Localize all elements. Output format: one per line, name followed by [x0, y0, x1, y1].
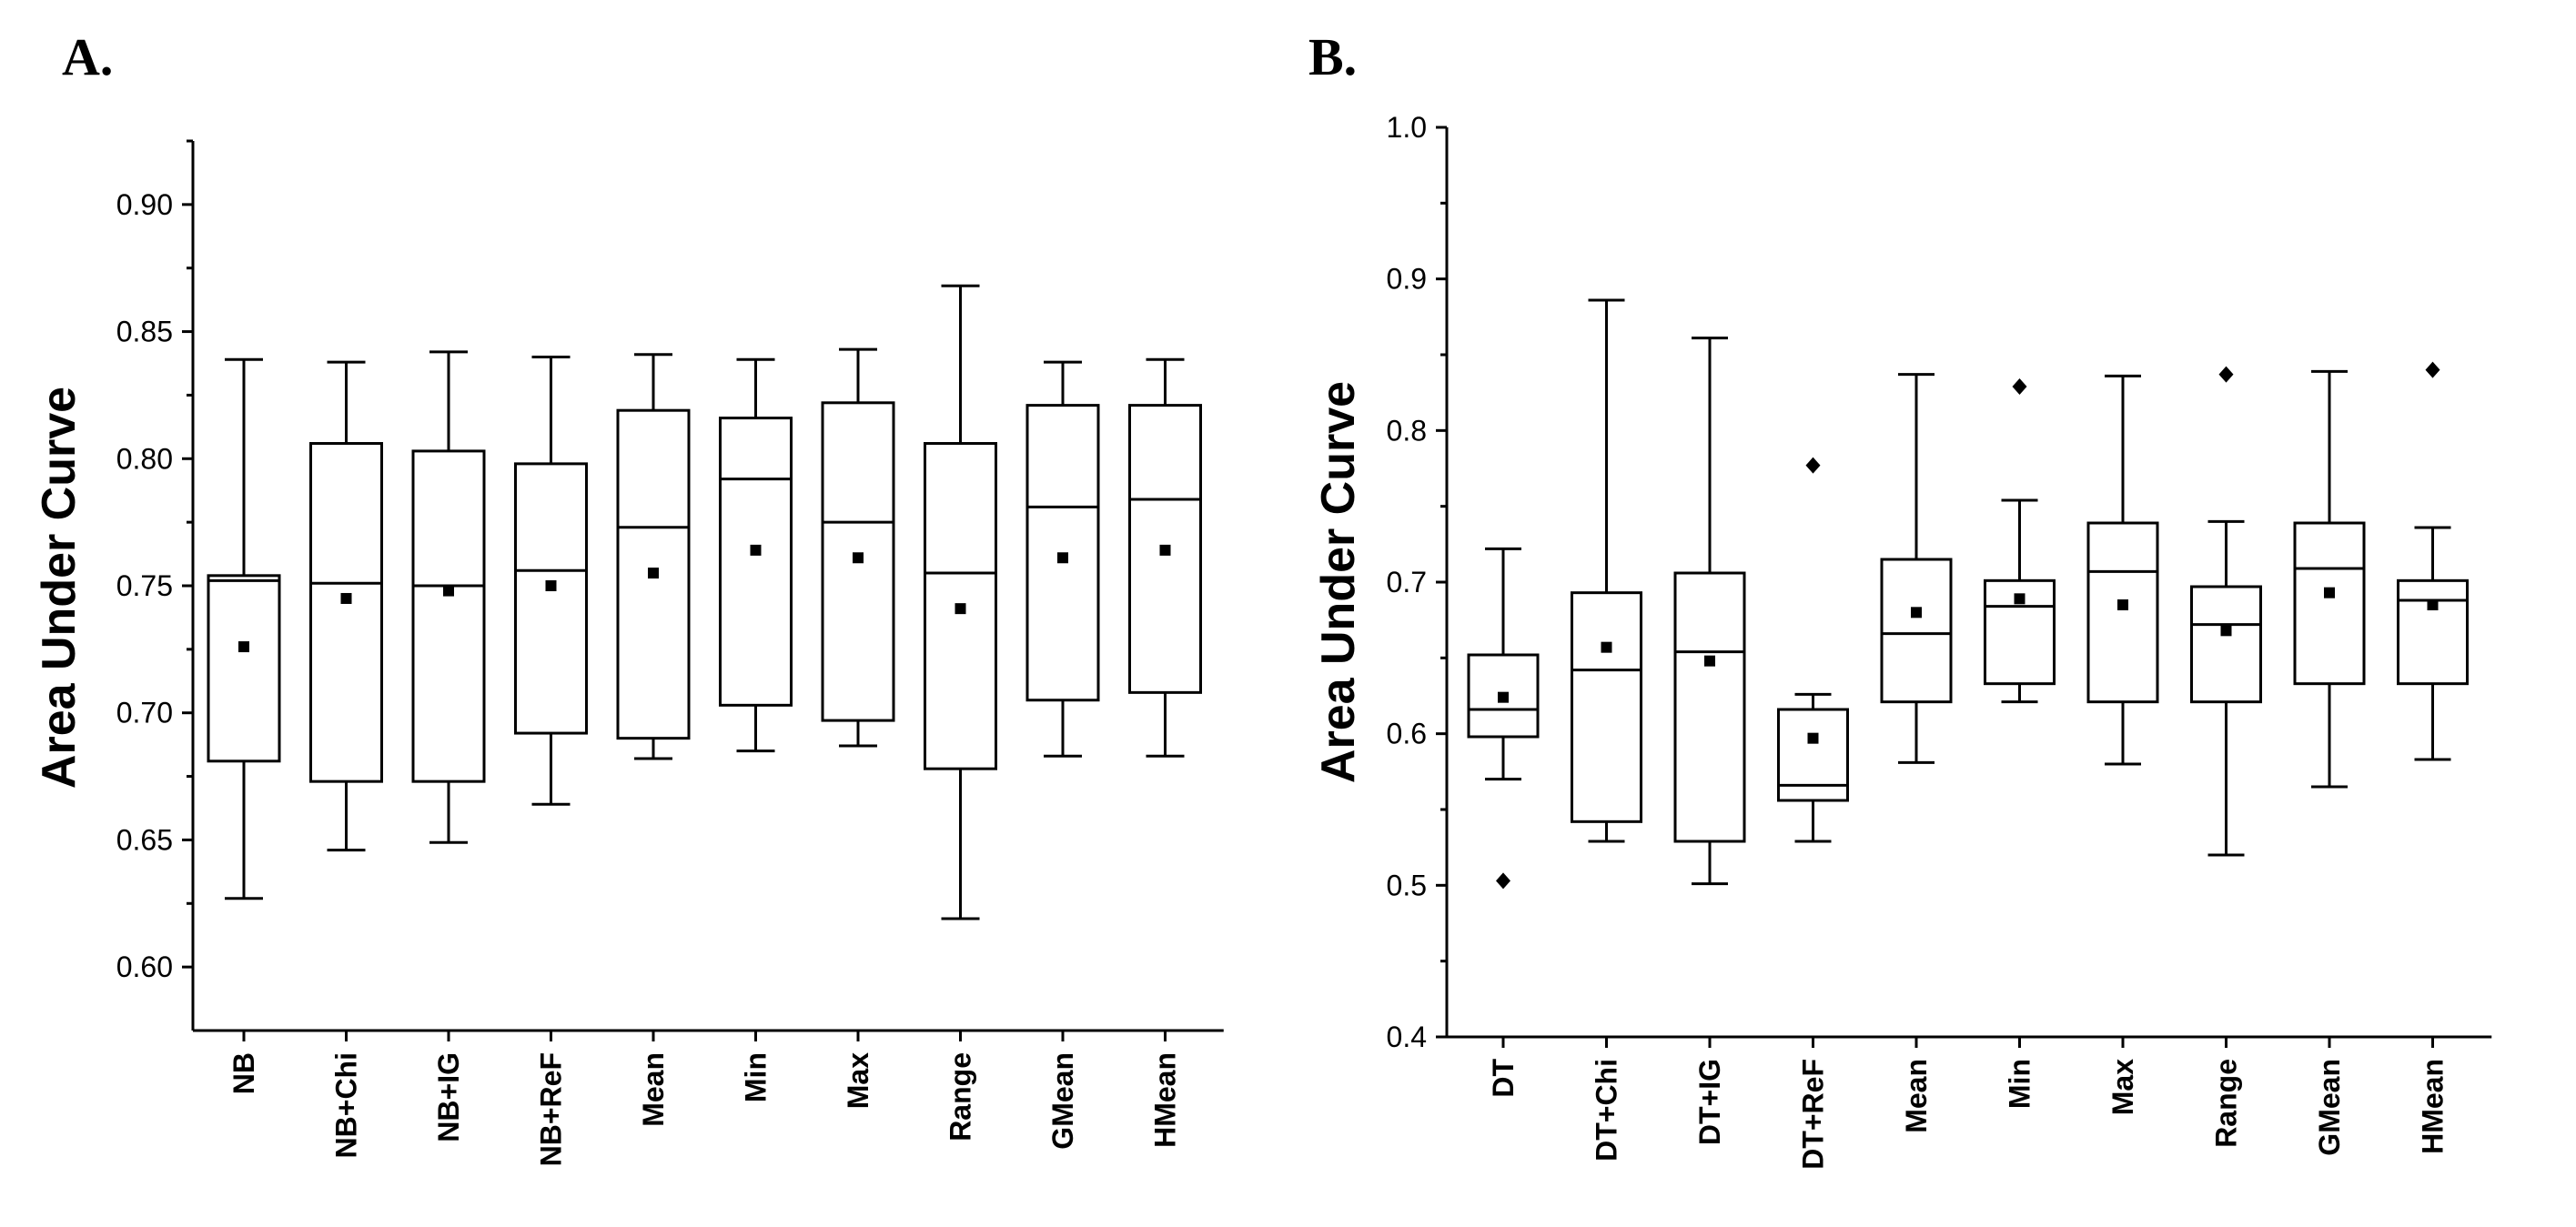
- mean-marker: [443, 585, 454, 597]
- mean-marker: [1057, 552, 1068, 564]
- box-iqr: [1777, 708, 1849, 802]
- outlier-marker: [2012, 378, 2027, 395]
- category-label: Mean: [1900, 1059, 1933, 1133]
- y-tick-label-b: 0.7: [1387, 566, 1427, 598]
- mean-marker: [238, 641, 249, 653]
- mean-marker: [2220, 625, 2232, 637]
- box-iqr: [719, 417, 793, 707]
- y-tick-label-b: 0.6: [1387, 718, 1427, 750]
- y-axis-title-b: Area Under Curve: [1312, 381, 1365, 783]
- outlier-marker: [1805, 457, 1821, 474]
- y-axis-title-a: Area Under Curve: [33, 387, 86, 789]
- y-tick-label-b: 0.4: [1387, 1021, 1427, 1053]
- mean-marker: [2117, 599, 2128, 610]
- box-iqr: [1128, 404, 1202, 694]
- box-iqr: [207, 574, 281, 763]
- category-label: DT+Chi: [1591, 1059, 1623, 1162]
- chart-panel-b: 0.4 0.5 0.6 0.7 0.8 0.9 1.0 DT DT+Chi DT+IG DT+ReF…: [1387, 111, 2492, 1170]
- category-label: NB: [227, 1052, 260, 1094]
- mean-marker: [1807, 732, 1819, 744]
- y-tick-label-b: 1.0: [1387, 111, 1427, 144]
- y-tick-label-b: 0.9: [1387, 263, 1427, 296]
- panel-label-b: B.: [1308, 27, 1357, 86]
- box-iqr: [2190, 585, 2262, 704]
- box-iqr: [1571, 591, 1642, 823]
- mean-marker: [1704, 655, 1715, 667]
- category-label: NB+ReF: [535, 1052, 568, 1166]
- category-label: HMean: [1149, 1052, 1182, 1148]
- box-iqr: [309, 442, 383, 783]
- box-iqr: [1467, 653, 1540, 739]
- box-iqr: [1673, 571, 1746, 843]
- mean-marker: [2014, 593, 2025, 605]
- box-iqr: [2397, 578, 2469, 686]
- box-iqr: [1984, 578, 2056, 686]
- outlier-marker: [2218, 366, 2234, 383]
- mean-marker: [2427, 599, 2439, 610]
- category-label: DT+IG: [1693, 1059, 1726, 1145]
- box-iqr: [514, 462, 588, 735]
- category-label: HMean: [2417, 1059, 2450, 1154]
- mean-marker: [955, 603, 966, 615]
- mean-marker: [545, 580, 557, 591]
- mean-marker: [648, 568, 659, 579]
- y-tick-label-a: 0.80: [116, 442, 173, 475]
- box-iqr: [616, 408, 691, 740]
- mean-marker: [853, 552, 864, 564]
- y-tick-label-a: 0.90: [116, 188, 173, 221]
- box-iqr: [411, 449, 486, 783]
- category-label: DT+ReF: [1797, 1059, 1830, 1170]
- box-iqr: [1025, 404, 1100, 702]
- box-iqr: [2293, 521, 2366, 686]
- category-label: DT: [1487, 1059, 1520, 1098]
- y-tick-label-b: 0.5: [1387, 869, 1427, 901]
- box-iqr: [2086, 521, 2159, 704]
- mean-marker: [340, 592, 352, 604]
- box-iqr: [1880, 558, 1953, 704]
- mean-marker: [2324, 587, 2335, 598]
- y-tick-label-a: 0.70: [116, 697, 173, 729]
- category-label: NB+IG: [432, 1052, 465, 1142]
- y-tick-label-a: 0.85: [116, 316, 173, 348]
- mean-marker: [1498, 691, 1509, 703]
- mean-marker: [1911, 607, 1922, 619]
- category-label: Min: [740, 1052, 773, 1102]
- panel-label-a: A.: [62, 27, 113, 86]
- category-label: Range: [945, 1052, 977, 1142]
- mean-marker: [1159, 544, 1171, 556]
- y-tick-label-a: 0.75: [116, 569, 173, 602]
- mean-marker: [750, 544, 762, 556]
- y-tick-label-b: 0.8: [1387, 414, 1427, 447]
- mean-marker: [1601, 641, 1612, 653]
- category-label: Max: [2106, 1059, 2139, 1115]
- y-tick-label-a: 0.65: [116, 823, 173, 856]
- box-iqr: [821, 401, 895, 722]
- category-label: Range: [2210, 1059, 2243, 1148]
- category-label: Max: [842, 1052, 874, 1109]
- outlier-marker: [1496, 872, 1510, 890]
- category-label: GMean: [2313, 1059, 2346, 1156]
- category-label: Mean: [637, 1052, 670, 1127]
- box-iqr: [924, 442, 997, 770]
- category-label: Min: [2004, 1059, 2036, 1109]
- y-tick-label-a: 0.60: [116, 950, 173, 983]
- chart-panel-a: 0.60 0.65 0.70 0.75 0.80 0.85 0.90 NB NB+Chi NB+I…: [116, 139, 1224, 1166]
- category-label: GMean: [1046, 1052, 1079, 1150]
- category-label: NB+Chi: [330, 1052, 363, 1158]
- outlier-marker: [2425, 361, 2440, 378]
